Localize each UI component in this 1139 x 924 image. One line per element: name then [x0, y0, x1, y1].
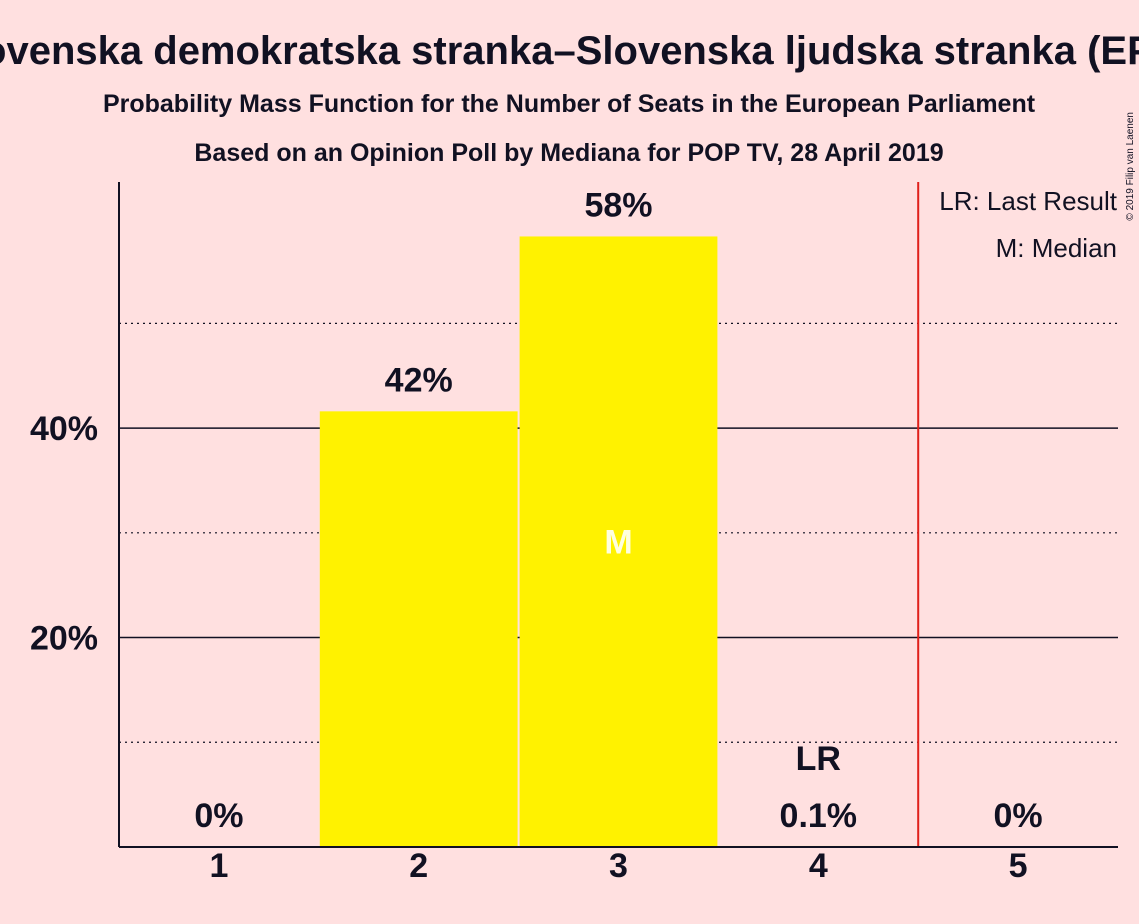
y-tick-label: 40%	[30, 410, 98, 448]
x-tick-label: 4	[809, 847, 828, 885]
bar-value-label: 42%	[385, 361, 453, 399]
bar	[519, 236, 718, 848]
x-tick-label: 3	[609, 847, 628, 885]
legend-entry-last-result: LR: Last Result	[939, 186, 1118, 216]
legend-entry-median: M: Median	[996, 233, 1117, 263]
bars	[319, 236, 918, 848]
x-tick-label: 2	[409, 847, 428, 885]
chart-subtitle-2: Based on an Opinion Poll by Mediana for …	[194, 139, 943, 167]
x-tick-label: 1	[209, 847, 228, 885]
chart-subtitle: Probability Mass Function for the Number…	[103, 90, 1036, 118]
bar-value-label: 0%	[194, 797, 243, 835]
copyright-text: © 2019 Filip van Laenen	[1125, 112, 1136, 221]
bar-value-label: 58%	[584, 186, 652, 224]
bar-value-label: 0%	[994, 797, 1043, 835]
chart-title: Slovenska demokratska stranka–Slovenska …	[0, 29, 1139, 73]
last-result-marker: LR	[796, 740, 841, 778]
y-tick-label: 20%	[30, 620, 98, 658]
x-tick-label: 5	[1009, 847, 1028, 885]
bar-value-label: 0.1%	[780, 797, 858, 835]
median-marker: M	[604, 524, 632, 562]
axes	[118, 182, 1118, 848]
bar	[319, 411, 518, 847]
